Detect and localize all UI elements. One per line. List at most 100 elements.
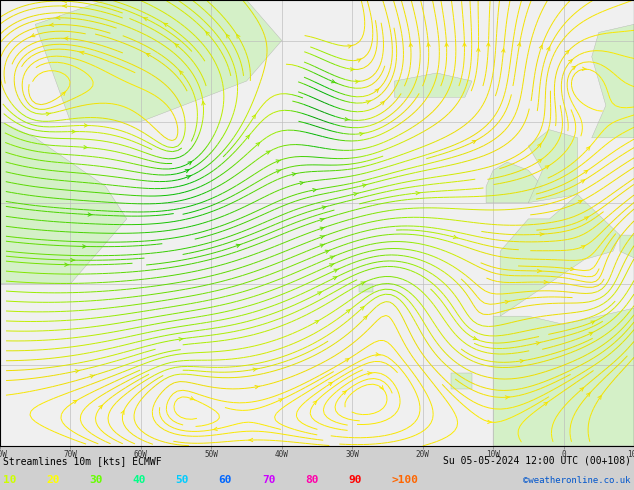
FancyArrowPatch shape	[505, 300, 510, 304]
FancyArrowPatch shape	[313, 189, 317, 192]
FancyArrowPatch shape	[348, 45, 353, 48]
FancyArrowPatch shape	[62, 4, 67, 8]
FancyArrowPatch shape	[146, 53, 150, 56]
FancyArrowPatch shape	[566, 50, 569, 54]
FancyArrowPatch shape	[477, 48, 480, 51]
FancyArrowPatch shape	[236, 244, 241, 247]
Text: 20: 20	[46, 475, 60, 485]
FancyArrowPatch shape	[292, 172, 297, 176]
FancyArrowPatch shape	[144, 18, 148, 21]
FancyArrowPatch shape	[346, 310, 350, 313]
FancyArrowPatch shape	[256, 143, 260, 146]
FancyArrowPatch shape	[351, 68, 355, 71]
FancyArrowPatch shape	[359, 132, 364, 136]
FancyArrowPatch shape	[366, 100, 371, 104]
FancyArrowPatch shape	[84, 124, 89, 127]
FancyArrowPatch shape	[190, 397, 195, 400]
FancyArrowPatch shape	[332, 80, 336, 83]
FancyArrowPatch shape	[487, 43, 490, 46]
FancyArrowPatch shape	[505, 396, 510, 399]
FancyArrowPatch shape	[540, 233, 544, 236]
Text: 80: 80	[305, 475, 318, 485]
FancyArrowPatch shape	[409, 43, 413, 47]
FancyArrowPatch shape	[520, 360, 524, 363]
FancyArrowPatch shape	[249, 439, 253, 441]
FancyArrowPatch shape	[333, 277, 337, 280]
FancyArrowPatch shape	[186, 175, 191, 179]
FancyArrowPatch shape	[571, 267, 575, 270]
FancyArrowPatch shape	[213, 427, 217, 431]
FancyArrowPatch shape	[70, 258, 75, 262]
FancyArrowPatch shape	[536, 342, 541, 345]
FancyArrowPatch shape	[320, 219, 325, 221]
FancyArrowPatch shape	[49, 23, 53, 26]
FancyArrowPatch shape	[318, 292, 321, 295]
FancyArrowPatch shape	[300, 181, 304, 185]
FancyArrowPatch shape	[591, 321, 595, 324]
FancyArrowPatch shape	[84, 146, 88, 149]
Text: 50: 50	[176, 475, 189, 485]
FancyArrowPatch shape	[206, 32, 209, 35]
FancyArrowPatch shape	[355, 80, 359, 83]
Text: Su 05-05-2024 12:00 UTC (00+108): Su 05-05-2024 12:00 UTC (00+108)	[443, 456, 631, 466]
FancyArrowPatch shape	[253, 368, 257, 371]
FancyArrowPatch shape	[80, 51, 84, 54]
FancyArrowPatch shape	[581, 245, 585, 249]
FancyArrowPatch shape	[427, 43, 430, 47]
FancyArrowPatch shape	[99, 405, 102, 409]
Text: 70: 70	[262, 475, 275, 485]
FancyArrowPatch shape	[581, 180, 585, 183]
FancyArrowPatch shape	[279, 399, 282, 402]
FancyArrowPatch shape	[252, 115, 256, 119]
FancyArrowPatch shape	[180, 71, 183, 74]
FancyArrowPatch shape	[585, 217, 588, 220]
FancyArrowPatch shape	[255, 386, 259, 389]
FancyArrowPatch shape	[363, 316, 367, 319]
FancyArrowPatch shape	[266, 151, 270, 154]
FancyArrowPatch shape	[584, 171, 588, 173]
FancyArrowPatch shape	[586, 147, 590, 150]
FancyArrowPatch shape	[376, 353, 380, 356]
FancyArrowPatch shape	[453, 235, 458, 239]
Text: Streamlines 10m [kts] ECMWF: Streamlines 10m [kts] ECMWF	[3, 456, 162, 466]
FancyArrowPatch shape	[322, 206, 327, 209]
FancyArrowPatch shape	[375, 89, 378, 93]
FancyArrowPatch shape	[276, 160, 281, 163]
FancyArrowPatch shape	[175, 44, 179, 48]
FancyArrowPatch shape	[598, 395, 601, 399]
Text: >100: >100	[391, 475, 418, 485]
FancyArrowPatch shape	[463, 43, 466, 46]
FancyArrowPatch shape	[473, 337, 478, 340]
FancyArrowPatch shape	[315, 320, 319, 324]
FancyArrowPatch shape	[226, 34, 230, 38]
FancyArrowPatch shape	[380, 386, 383, 389]
FancyArrowPatch shape	[572, 66, 576, 70]
FancyArrowPatch shape	[354, 193, 358, 196]
FancyArrowPatch shape	[547, 47, 550, 51]
FancyArrowPatch shape	[73, 400, 77, 404]
FancyArrowPatch shape	[544, 280, 548, 284]
FancyArrowPatch shape	[472, 141, 476, 144]
FancyArrowPatch shape	[361, 282, 366, 285]
FancyArrowPatch shape	[328, 382, 332, 386]
FancyArrowPatch shape	[538, 144, 541, 147]
FancyArrowPatch shape	[330, 264, 334, 267]
FancyArrowPatch shape	[501, 49, 505, 52]
FancyArrowPatch shape	[380, 101, 384, 105]
Text: 30: 30	[89, 475, 103, 485]
FancyArrowPatch shape	[276, 170, 281, 173]
FancyArrowPatch shape	[246, 135, 249, 139]
FancyArrowPatch shape	[360, 307, 364, 310]
Text: 60: 60	[219, 475, 232, 485]
FancyArrowPatch shape	[545, 166, 549, 169]
FancyArrowPatch shape	[90, 375, 94, 378]
FancyArrowPatch shape	[72, 130, 76, 133]
FancyArrowPatch shape	[75, 369, 80, 373]
FancyArrowPatch shape	[82, 245, 87, 248]
FancyArrowPatch shape	[580, 388, 583, 391]
Text: 90: 90	[348, 475, 361, 485]
FancyArrowPatch shape	[325, 250, 330, 253]
FancyArrowPatch shape	[544, 402, 548, 406]
FancyArrowPatch shape	[589, 332, 593, 335]
Text: 40: 40	[133, 475, 146, 485]
